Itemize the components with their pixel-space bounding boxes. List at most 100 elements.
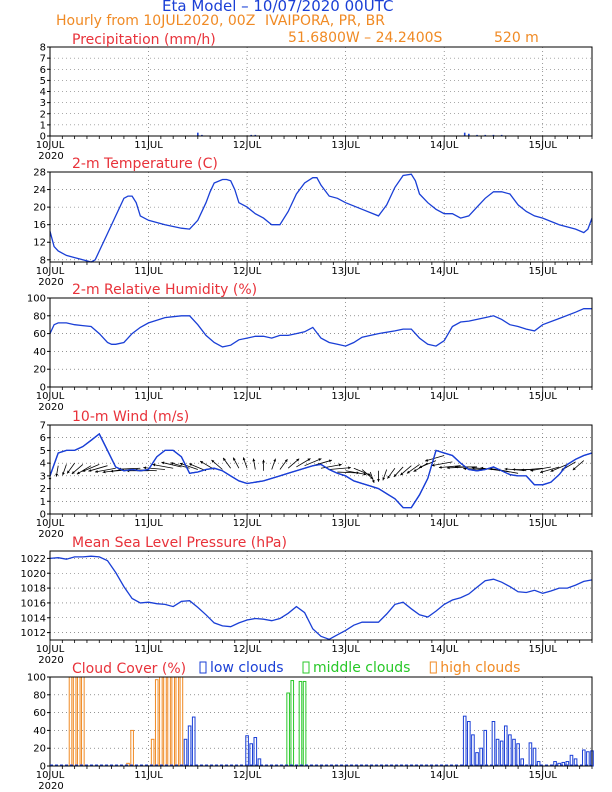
- x-tick-label: 11JUL: [134, 266, 163, 277]
- wind-arrow: [431, 461, 453, 467]
- x-tick-label: 12JUL: [233, 770, 262, 781]
- x-tick-label: 14JUL: [430, 518, 459, 529]
- wind-arrowhead: [504, 467, 508, 471]
- x-year-label: 2020: [38, 402, 63, 413]
- header: Eta Model – 10/07/2020 00UTC Hourly from…: [56, 0, 539, 46]
- wind-arrowhead: [425, 458, 429, 462]
- x-tick-label: 12JUL: [233, 644, 262, 655]
- y-tick-label: 100: [27, 294, 46, 305]
- wind-arrowhead: [223, 457, 226, 461]
- wind-arrowhead: [382, 477, 386, 481]
- cloud-bar-middle: [290, 680, 295, 767]
- run-info: Hourly from 10JUL2020, 00Z: [56, 13, 255, 29]
- cloud-bar-low: [516, 743, 520, 767]
- cloud-bar-low: [483, 729, 488, 767]
- cloud-bar-low: [462, 715, 467, 767]
- wind-arrowhead: [62, 472, 65, 476]
- wind-arrowhead: [400, 472, 404, 476]
- x-tick-label: 10JUL: [36, 770, 65, 781]
- wind-arrowhead: [338, 463, 342, 467]
- cloud-bar-high: [179, 676, 184, 767]
- y-tick-label: 8: [40, 43, 46, 54]
- y-tick-label: 80: [33, 311, 46, 322]
- cloud-bar-high: [68, 676, 73, 767]
- wind-arrow: [118, 467, 141, 470]
- cloud-bar-high: [150, 738, 155, 767]
- precip-bar: [201, 134, 203, 136]
- wind-arrow: [550, 464, 568, 472]
- cloud-bar-high: [72, 676, 77, 767]
- y-tick-label: 4: [40, 459, 46, 470]
- panel-title-rh: 2-m Relative Humidity (%): [72, 282, 257, 298]
- y-tick-label: 1022: [21, 554, 46, 565]
- y-tick-label: 5: [40, 446, 46, 457]
- wind-arrow: [304, 458, 322, 467]
- y-tick-label: 7: [40, 421, 46, 432]
- cloud-bar-low: [499, 740, 504, 767]
- y-tick-label: 7: [40, 54, 46, 65]
- y-tick-label: 12: [33, 238, 46, 249]
- x-tick-label: 13JUL: [331, 391, 360, 402]
- plot-frame: [49, 676, 593, 767]
- wind-arrow: [161, 461, 182, 468]
- x-tick-label: 13JUL: [331, 266, 360, 277]
- x-tick-label: 14JUL: [430, 644, 459, 655]
- plot-frame: [49, 171, 593, 263]
- wind-arrow: [539, 466, 560, 473]
- y-tick-label: 0: [40, 383, 46, 394]
- panel-title-mslp: Mean Sea Level Pressure (hPa): [72, 535, 287, 551]
- wind-arrowhead: [82, 469, 86, 472]
- wind-arrowhead: [71, 471, 75, 474]
- wind-arrowhead: [480, 466, 484, 470]
- legend-label: high clouds: [440, 660, 520, 676]
- wind-arrowhead: [252, 458, 256, 462]
- x-tick-label: 11JUL: [134, 770, 163, 781]
- wind-arrowhead: [152, 463, 156, 467]
- y-tick-label: 6: [40, 433, 46, 444]
- cloud-bar-low: [508, 734, 512, 767]
- x-tick-label: 12JUL: [233, 518, 262, 529]
- x-tick-label: 15JUL: [528, 644, 557, 655]
- cloud-bar-low: [528, 742, 533, 767]
- wind-arrowhead: [530, 468, 534, 472]
- y-tick-label: 20: [33, 365, 46, 376]
- wind-arrow: [418, 460, 437, 469]
- y-tick-label: 1014: [21, 613, 46, 624]
- location-name: IVAIPORA, PR, BR: [265, 13, 385, 29]
- legend-swatch: [302, 661, 310, 674]
- panel-mslp: 1012 1014 1016 1018 1020 1022 10JUL2020 11JUL 12…: [21, 535, 593, 666]
- wind-arrow: [143, 467, 166, 470]
- cloud-bar-low: [503, 725, 508, 767]
- y-tick-label: 20: [33, 744, 46, 755]
- cloud-bar-high: [130, 729, 134, 767]
- cloud-bar-low: [187, 725, 192, 767]
- x-tick-label: 15JUL: [528, 140, 557, 151]
- wind-arrow: [189, 463, 207, 472]
- cloud-bar-low: [253, 737, 258, 767]
- panel-wind: 0 1 2 34 5 67 10JUL2020 11JUL 12JUL 13JUL 14JUL 15J…: [36, 409, 593, 540]
- wind-arrowhead: [521, 468, 524, 472]
- cloud-bar-low: [471, 734, 475, 767]
- precip-bar: [197, 132, 199, 136]
- cloud-bar-low: [512, 738, 516, 767]
- precip-bar: [484, 134, 487, 136]
- y-tick-label: 1020: [21, 569, 46, 580]
- wind-arrowhead: [572, 467, 576, 471]
- wind-arrowhead: [307, 458, 311, 462]
- wind-arrowhead: [143, 466, 147, 470]
- wind-arrowhead: [110, 469, 114, 473]
- wind-arrowhead: [67, 470, 70, 474]
- plot-frame: [49, 424, 593, 515]
- cloud-bar-high: [171, 676, 175, 767]
- panel-title-wind: 10-m Wind (m/s): [72, 409, 189, 425]
- wind-arrow: [82, 464, 100, 472]
- wind-arrowhead: [512, 468, 516, 471]
- cloud-bar-high: [159, 676, 163, 767]
- x-tick-label: 10JUL: [36, 266, 65, 277]
- y-tick-label: 0: [40, 762, 46, 773]
- y-tick-label: 8: [40, 255, 46, 266]
- cloud-bar-low: [249, 743, 253, 767]
- y-tick-label: 60: [33, 708, 46, 719]
